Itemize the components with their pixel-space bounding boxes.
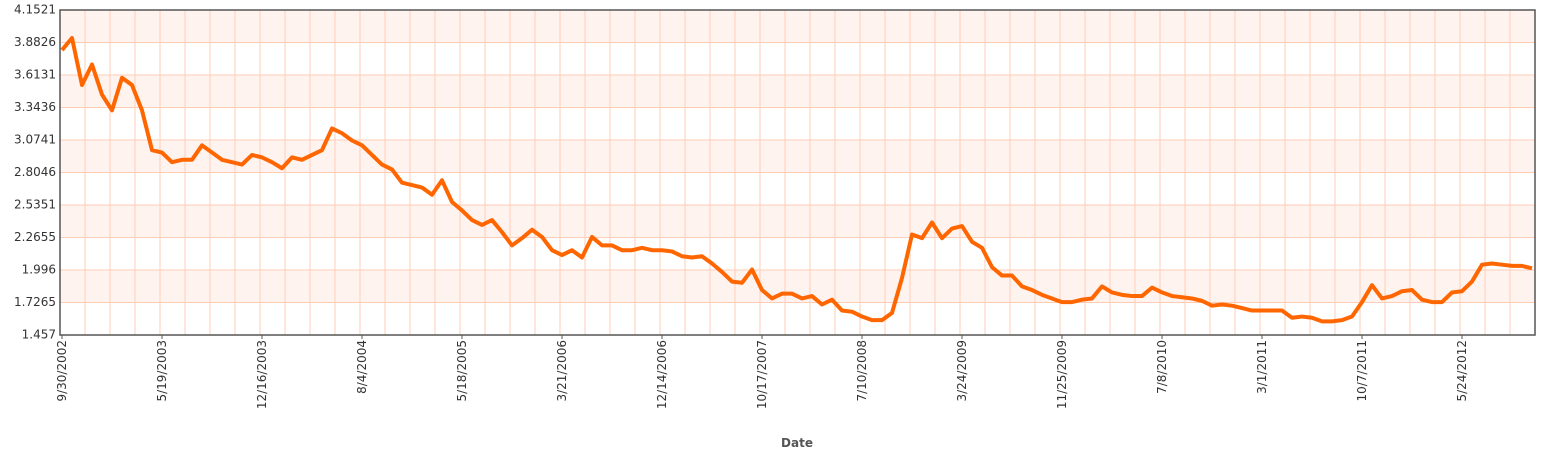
x-tick-label: 5/24/2012 [1455, 340, 1469, 402]
y-tick-label: 4.1521 [14, 3, 56, 17]
x-tick-label: 5/18/2005 [455, 340, 469, 402]
x-tick-label: 10/7/2011 [1355, 340, 1369, 402]
plot-border [59, 9, 1536, 336]
y-tick-label: 1.996 [22, 263, 56, 277]
x-tick-label: 3/24/2009 [955, 340, 969, 402]
grid-band [60, 204, 1535, 238]
x-tick-label: 11/25/2009 [1055, 340, 1069, 409]
y-tick-label: 2.8046 [14, 165, 56, 179]
x-tick-label: 10/17/2007 [755, 340, 769, 409]
x-tick-label: 12/14/2006 [655, 340, 669, 409]
y-tick-label: 2.2655 [14, 230, 56, 244]
y-tick-label: 3.8826 [14, 35, 56, 49]
x-tick-label: 7/8/2010 [1155, 340, 1169, 394]
x-tick-label: 9/30/2002 [55, 340, 69, 402]
line [60, 35, 1533, 324]
x-tick-label: 5/19/2003 [155, 340, 169, 402]
x-tick-label: 12/16/2003 [255, 340, 269, 409]
y-tick-label: 3.3436 [14, 100, 56, 114]
y-tick-label: 1.7265 [14, 295, 56, 309]
x-tick-label: 3/21/2006 [555, 340, 569, 402]
x-axis-label: Date [781, 436, 813, 450]
x-tick-label: 8/4/2004 [355, 340, 369, 394]
y-tick-label: 3.0741 [14, 132, 56, 146]
x-tick-label: 3/1/2011 [1255, 340, 1269, 394]
x-tick-label: 7/10/2008 [855, 340, 869, 402]
grid-band [60, 74, 1535, 108]
y-tick-label: 1.457 [22, 328, 56, 342]
grid-band [60, 10, 1535, 43]
y-tick-label: 3.6131 [14, 67, 56, 81]
y-tick-label: 2.5351 [14, 197, 56, 211]
